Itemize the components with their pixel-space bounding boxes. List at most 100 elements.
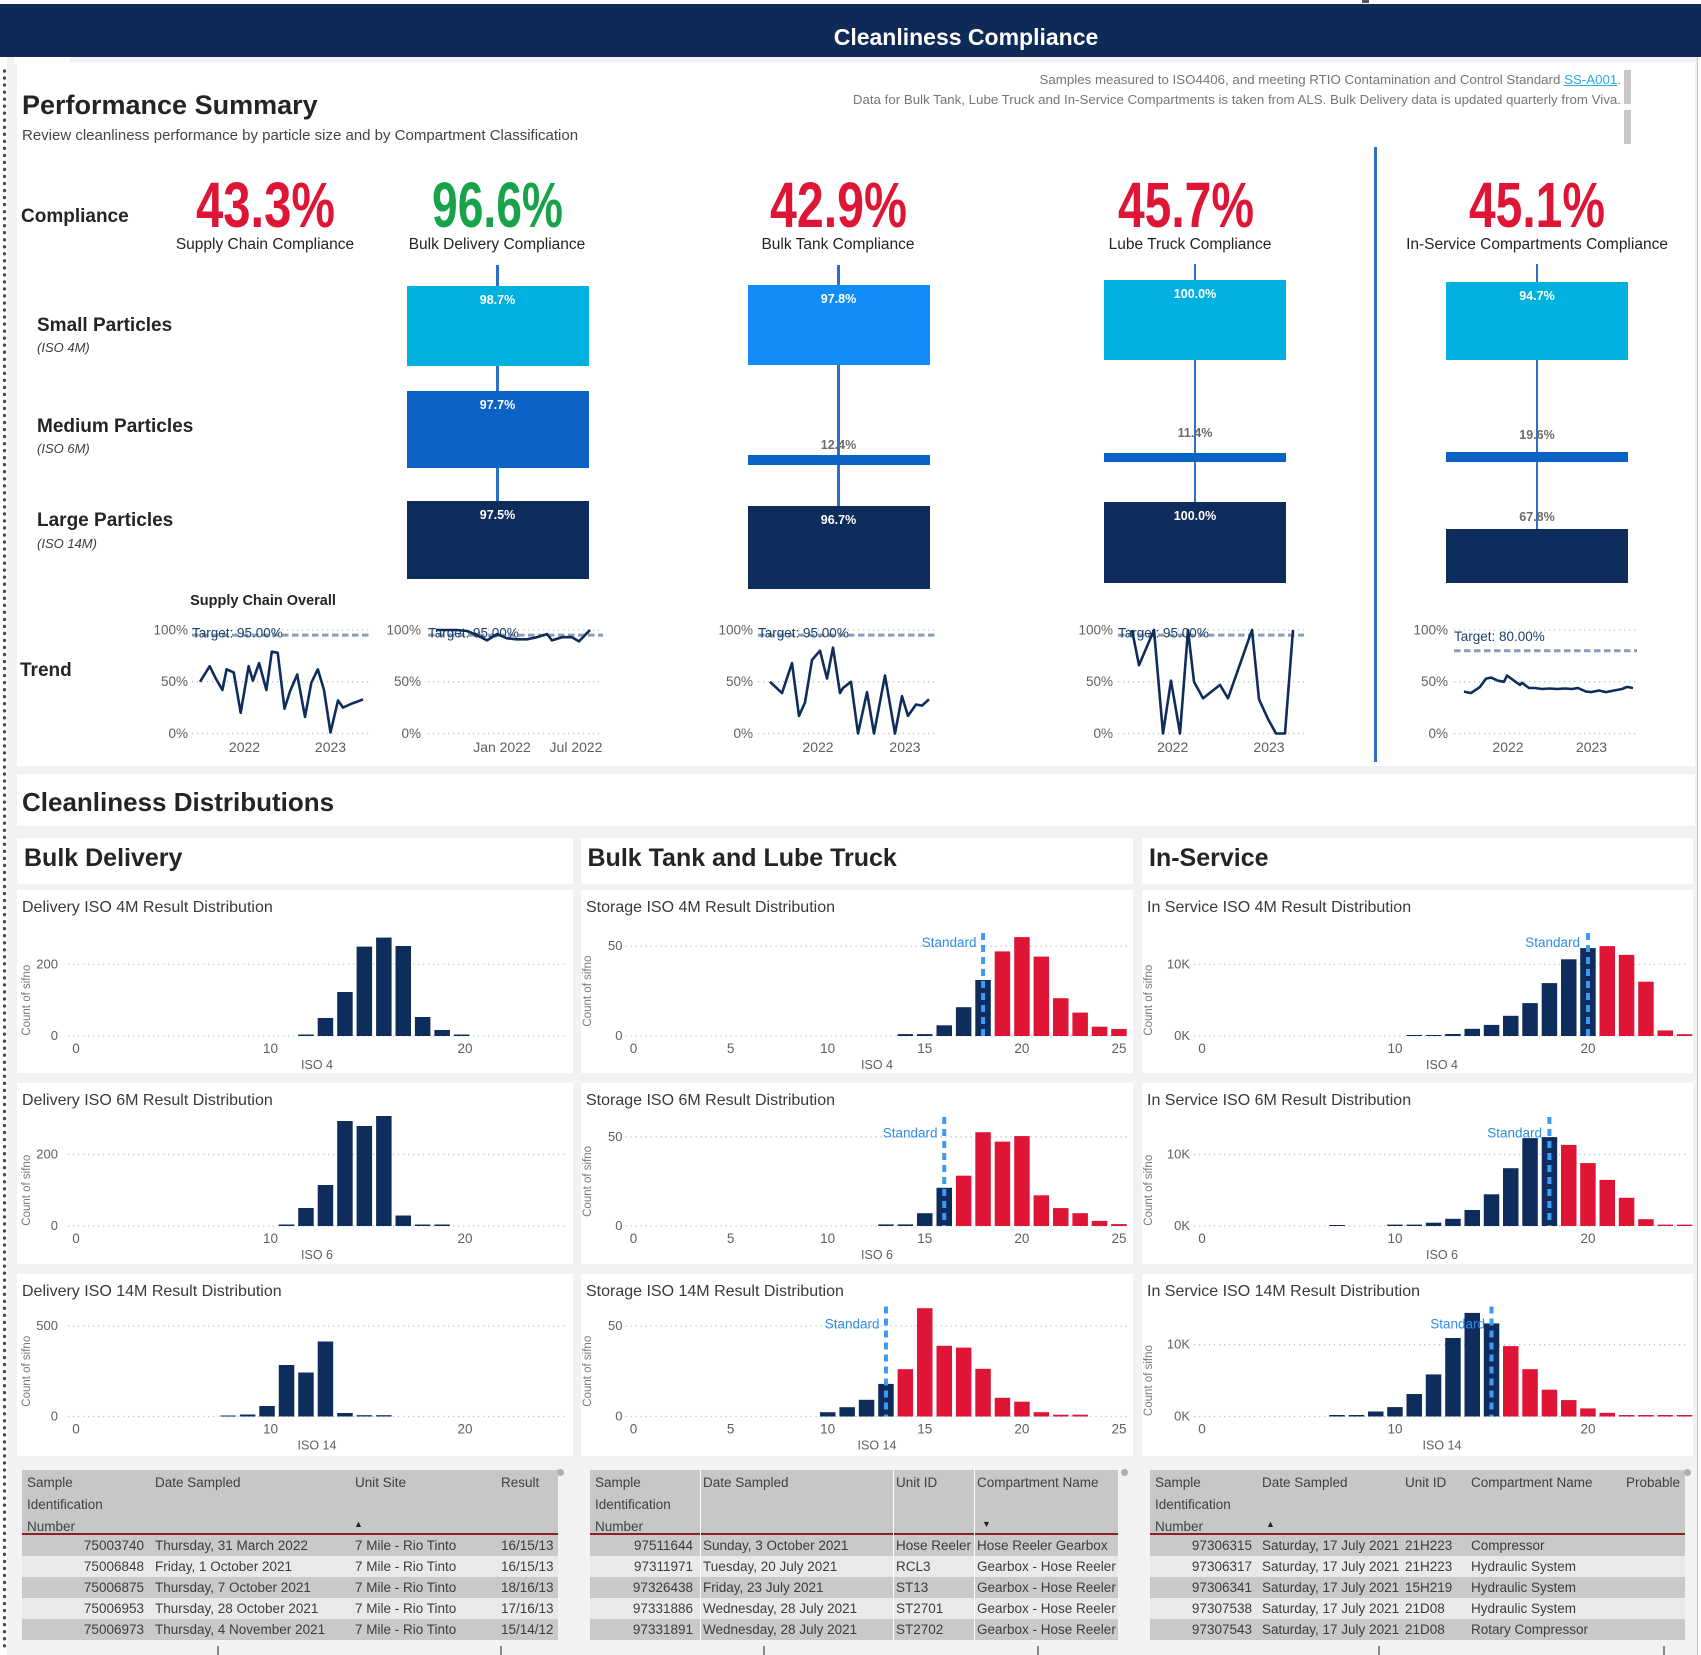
svg-text:10K: 10K xyxy=(1167,1147,1190,1162)
svg-text:50%: 50% xyxy=(161,674,188,689)
svg-text:Standard: Standard xyxy=(921,935,976,950)
svg-text:Target: 95.00%: Target: 95.00% xyxy=(1118,626,1209,641)
svg-text:Count of sifno: Count of sifno xyxy=(1143,965,1155,1036)
svg-text:50: 50 xyxy=(608,1129,622,1144)
svg-text:0: 0 xyxy=(72,1422,80,1437)
svg-text:0K: 0K xyxy=(1174,1409,1190,1424)
svg-text:20: 20 xyxy=(1580,1231,1595,1246)
svg-text:0: 0 xyxy=(51,1218,58,1233)
svg-text:10: 10 xyxy=(1387,1231,1402,1246)
svg-text:ISO 14: ISO 14 xyxy=(298,1439,337,1453)
svg-text:0%: 0% xyxy=(1428,726,1448,741)
svg-text:20: 20 xyxy=(457,1231,472,1246)
svg-text:100%: 100% xyxy=(386,623,421,638)
svg-text:50%: 50% xyxy=(394,674,421,689)
svg-text:Storage ISO 6M Result Distribu: Storage ISO 6M Result Distribution xyxy=(586,1092,835,1109)
svg-text:0: 0 xyxy=(615,1409,622,1424)
svg-text:15: 15 xyxy=(917,1422,932,1437)
svg-text:45.1%: 45.1% xyxy=(1469,169,1605,241)
svg-text:ISO 4: ISO 4 xyxy=(301,1058,333,1072)
svg-text:Storage ISO 4M Result Distribu: Storage ISO 4M Result Distribution xyxy=(586,899,835,916)
svg-text:ISO 4: ISO 4 xyxy=(861,1058,893,1072)
svg-text:96.6%: 96.6% xyxy=(432,169,563,241)
svg-text:5: 5 xyxy=(726,1041,734,1056)
svg-text:0K: 0K xyxy=(1174,1028,1190,1043)
svg-text:20: 20 xyxy=(1014,1422,1029,1437)
svg-text:15: 15 xyxy=(917,1231,932,1246)
svg-text:Target: 95.00%: Target: 95.00% xyxy=(758,626,849,641)
svg-text:500: 500 xyxy=(36,1318,58,1333)
svg-text:25: 25 xyxy=(1111,1041,1126,1056)
svg-text:In Service ISO 14M Result Dist: In Service ISO 14M Result Distribution xyxy=(1147,1283,1420,1300)
svg-text:42.9%: 42.9% xyxy=(770,169,907,241)
svg-text:Count of sifno: Count of sifno xyxy=(582,1146,594,1217)
svg-text:0%: 0% xyxy=(1093,726,1113,741)
svg-text:Standard: Standard xyxy=(882,1126,937,1141)
svg-text:2023: 2023 xyxy=(889,739,920,755)
svg-text:10: 10 xyxy=(1387,1422,1402,1437)
svg-text:2023: 2023 xyxy=(1576,739,1607,755)
svg-text:20: 20 xyxy=(457,1041,472,1056)
svg-text:10: 10 xyxy=(263,1041,278,1056)
svg-text:0%: 0% xyxy=(733,726,753,741)
svg-text:In Service ISO 6M Result Distr: In Service ISO 6M Result Distribution xyxy=(1147,1092,1411,1109)
svg-text:0K: 0K xyxy=(1174,1218,1190,1233)
svg-text:ISO 6: ISO 6 xyxy=(1426,1248,1458,1262)
svg-text:20: 20 xyxy=(1014,1041,1029,1056)
svg-text:5: 5 xyxy=(726,1422,734,1437)
svg-text:2023: 2023 xyxy=(1253,739,1284,755)
svg-text:43.3%: 43.3% xyxy=(196,169,335,241)
svg-text:Target: 95.00%: Target: 95.00% xyxy=(192,626,283,641)
svg-text:25: 25 xyxy=(1111,1231,1126,1246)
svg-text:Jul 2022: Jul 2022 xyxy=(550,739,603,755)
svg-text:20: 20 xyxy=(457,1422,472,1437)
svg-text:0: 0 xyxy=(72,1041,80,1056)
svg-text:0: 0 xyxy=(1198,1041,1206,1056)
svg-text:ISO 6: ISO 6 xyxy=(301,1248,333,1262)
svg-text:2023: 2023 xyxy=(315,739,346,755)
svg-text:2022: 2022 xyxy=(1157,739,1188,755)
svg-text:0: 0 xyxy=(1198,1422,1206,1437)
svg-text:200: 200 xyxy=(36,956,58,971)
svg-text:50%: 50% xyxy=(1086,674,1113,689)
svg-text:10K: 10K xyxy=(1167,956,1190,971)
svg-text:200: 200 xyxy=(36,1147,58,1162)
svg-text:Delivery ISO 14M Result Distri: Delivery ISO 14M Result Distribution xyxy=(22,1283,282,1300)
svg-text:100%: 100% xyxy=(153,623,188,638)
svg-text:100%: 100% xyxy=(1078,623,1113,638)
svg-text:20: 20 xyxy=(1014,1231,1029,1246)
svg-text:Jan 2022: Jan 2022 xyxy=(473,739,531,755)
svg-text:Delivery ISO 6M Result Distrib: Delivery ISO 6M Result Distribution xyxy=(22,1092,273,1109)
svg-text:5: 5 xyxy=(726,1231,734,1246)
svg-text:50%: 50% xyxy=(726,674,753,689)
svg-text:Standard: Standard xyxy=(1487,1126,1542,1141)
svg-text:0: 0 xyxy=(1198,1231,1206,1246)
svg-text:ISO 14: ISO 14 xyxy=(1423,1439,1462,1453)
svg-text:50: 50 xyxy=(608,1318,622,1333)
svg-text:Count of sifno: Count of sifno xyxy=(582,1336,594,1407)
svg-text:In Service ISO 4M Result Distr: In Service ISO 4M Result Distribution xyxy=(1147,899,1411,916)
svg-text:Count of sifno: Count of sifno xyxy=(21,1155,33,1226)
svg-text:Standard: Standard xyxy=(824,1317,879,1332)
svg-text:ISO 14: ISO 14 xyxy=(857,1439,896,1453)
svg-text:0: 0 xyxy=(615,1028,622,1043)
svg-text:20: 20 xyxy=(1580,1041,1595,1056)
svg-text:50%: 50% xyxy=(1421,674,1448,689)
svg-text:0: 0 xyxy=(72,1231,80,1246)
svg-text:10: 10 xyxy=(1387,1041,1402,1056)
svg-text:Supply Chain Overall: Supply Chain Overall xyxy=(190,593,336,609)
svg-text:100%: 100% xyxy=(1413,623,1448,638)
svg-text:0: 0 xyxy=(629,1231,637,1246)
svg-text:2022: 2022 xyxy=(229,739,260,755)
svg-text:Count of sifno: Count of sifno xyxy=(1143,1155,1155,1226)
svg-text:50: 50 xyxy=(608,938,622,953)
svg-text:2022: 2022 xyxy=(1492,739,1523,755)
svg-text:10: 10 xyxy=(820,1422,835,1437)
svg-text:2022: 2022 xyxy=(802,739,833,755)
svg-text:100%: 100% xyxy=(718,623,753,638)
svg-text:10: 10 xyxy=(820,1231,835,1246)
svg-text:45.7%: 45.7% xyxy=(1118,169,1254,241)
svg-text:Storage ISO 14M Result Distrib: Storage ISO 14M Result Distribution xyxy=(586,1283,844,1300)
svg-text:10K: 10K xyxy=(1167,1337,1190,1352)
svg-text:Delivery ISO 4M Result Distrib: Delivery ISO 4M Result Distribution xyxy=(22,899,273,916)
